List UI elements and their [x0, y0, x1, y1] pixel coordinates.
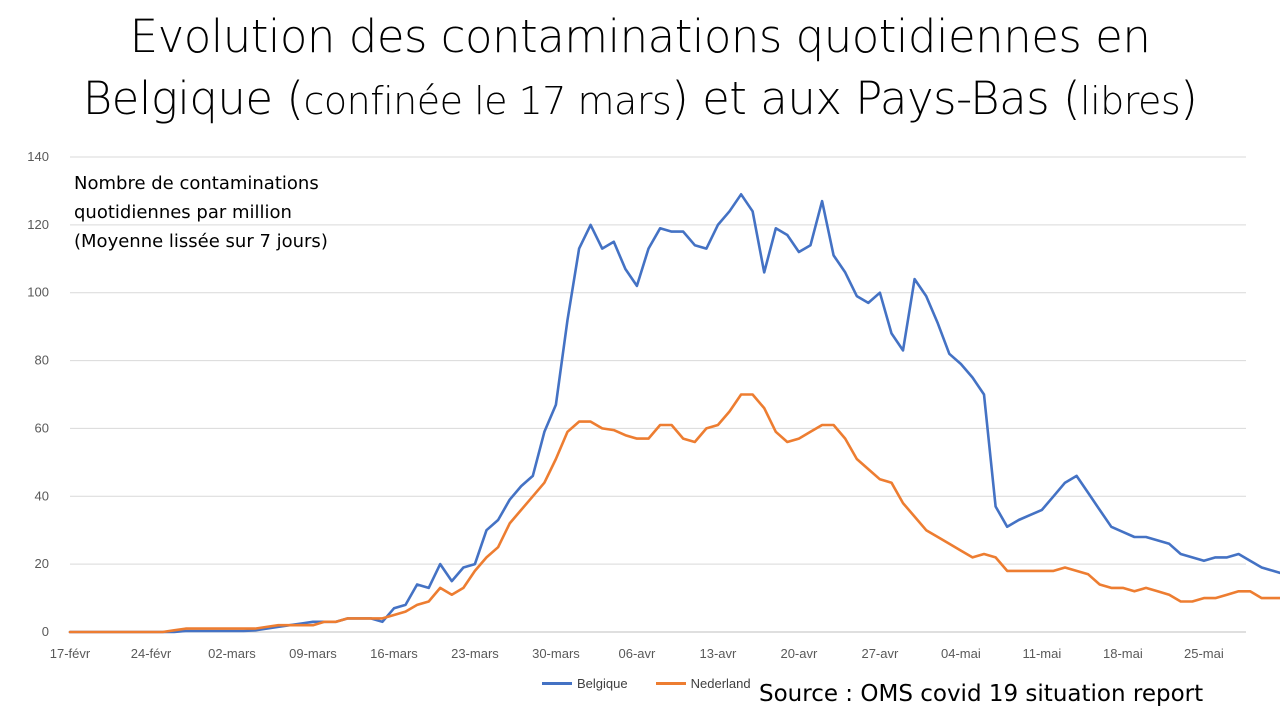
- series-lines: [68, 193, 1280, 634]
- x-tick-label: 11-mai: [1022, 646, 1061, 661]
- source-note: Source : OMS covid 19 situation report: [759, 681, 1204, 707]
- title-part-belgique: Belgique (: [82, 72, 304, 125]
- x-axis-tick-labels: 17-févr 24-févr 02-mars 09-mars 16-mars 23-ma…: [50, 646, 1224, 661]
- y-tick-label: 140: [27, 149, 49, 164]
- x-tick-label: 20-avr: [780, 646, 818, 661]
- annotation-line-1: Nombre de contaminations: [74, 173, 319, 194]
- title-part-libres: libres: [1080, 79, 1181, 123]
- x-tick-label: 23-mars: [451, 646, 499, 661]
- title-line-1: Evolution des contaminations quotidienne…: [129, 10, 1151, 63]
- y-tick-label: 40: [35, 488, 49, 503]
- legend-item-nederland: Nederland: [655, 676, 751, 691]
- y-tick-label: 120: [27, 217, 49, 232]
- legend-swatch-nederland: [655, 682, 686, 685]
- title-part-close: ): [1180, 72, 1198, 125]
- x-tick-label: 02-mars: [208, 646, 256, 661]
- y-tick-label: 0: [42, 624, 49, 639]
- x-tick-label: 13-avr: [699, 646, 737, 661]
- chart-annotation: Nombre de contaminations quotidiennes pa…: [74, 169, 374, 256]
- x-tick-label: 04-mai: [941, 646, 981, 661]
- legend-label-belgique: Belgique: [577, 676, 628, 691]
- x-tick-label: 17-févr: [50, 646, 91, 661]
- title-part-confinee: confinée le 17 mars: [303, 79, 672, 123]
- x-tick-label: 06-avr: [619, 646, 657, 661]
- legend-swatch-belgique: [542, 682, 572, 685]
- x-tick-label: 24-févr: [131, 646, 172, 661]
- y-tick-label: 100: [27, 285, 49, 300]
- annotation-line-2: quotidiennes par million: [74, 202, 292, 223]
- chart-title: Evolution des contaminations quotidienne…: [0, 6, 1280, 132]
- x-tick-label: 16-mars: [370, 646, 418, 661]
- title-part-paysbas: ) et aux Pays-Bas (: [671, 72, 1081, 125]
- series-line-nederland: [68, 393, 1280, 634]
- series-line-belgique: [68, 193, 1280, 634]
- y-tick-label: 60: [35, 420, 49, 435]
- chart-legend: Belgique Nederland: [542, 676, 751, 691]
- x-tick-label: 18-mai: [1103, 646, 1143, 661]
- x-tick-label: 27-avr: [861, 646, 899, 661]
- annotation-line-3: (Moyenne lissée sur 7 jours): [74, 231, 328, 252]
- x-tick-label: 09-mars: [289, 646, 337, 661]
- title-line-2: Belgique (confinée le 17 mars) et aux Pa…: [0, 68, 1280, 132]
- y-tick-label: 20: [35, 556, 49, 571]
- y-tick-label: 80: [35, 353, 49, 368]
- legend-item-belgique: Belgique: [542, 676, 628, 691]
- y-axis-tick-labels: 0 20 40 60 80 100 120 140: [27, 149, 49, 639]
- x-tick-label: 30-mars: [532, 646, 580, 661]
- x-tick-label: 25-mai: [1184, 646, 1224, 661]
- legend-label-nederland: Nederland: [690, 676, 751, 691]
